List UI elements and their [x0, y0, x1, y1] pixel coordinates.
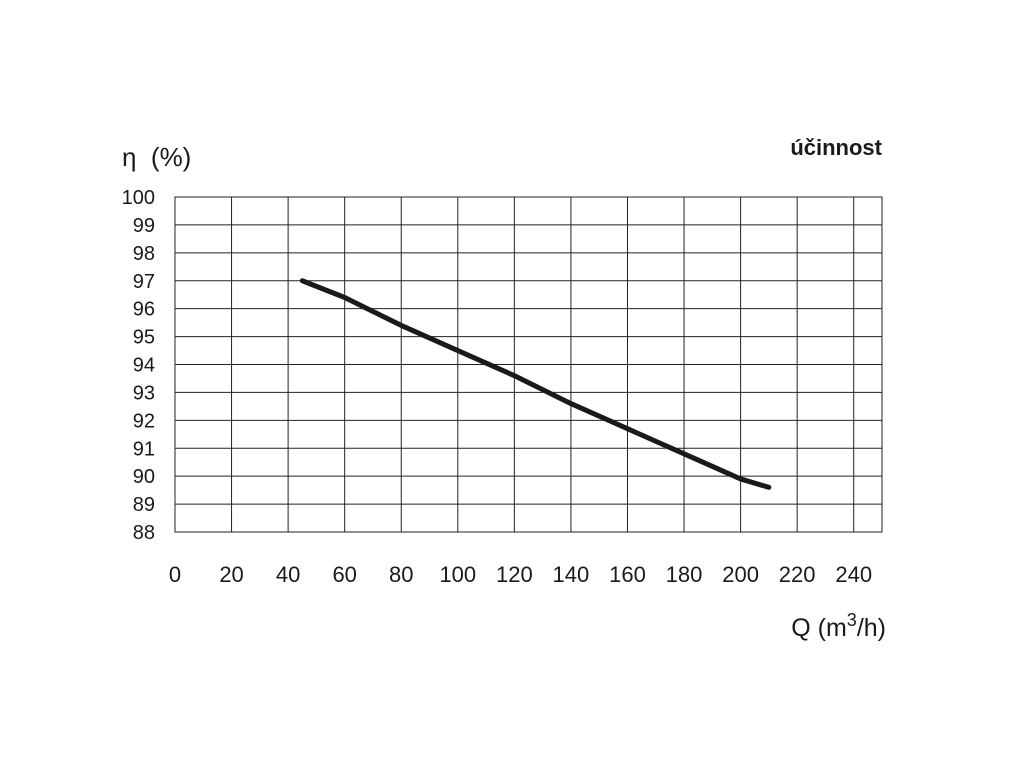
x-tick-label: 20 — [219, 562, 243, 587]
x-tick-label: 0 — [169, 562, 181, 587]
y-tick-label: 96 — [133, 299, 155, 321]
y-tick-label: 95 — [133, 327, 155, 349]
y-tick-label: 92 — [133, 410, 155, 432]
x-label-sup: 3 — [847, 610, 857, 630]
x-tick-label: 160 — [609, 562, 646, 587]
chart-title: účinnost — [790, 135, 882, 160]
x-tick-label: 200 — [722, 562, 759, 587]
y-tick-label: 100 — [122, 187, 155, 209]
x-tick-label: 120 — [496, 562, 533, 587]
y-tick-label: 89 — [133, 494, 155, 516]
y-tick-label: 98 — [133, 243, 155, 265]
x-axis-label: Q (m3/h) — [791, 610, 886, 642]
y-tick-label: 90 — [133, 466, 155, 488]
x-tick-label: 80 — [389, 562, 413, 587]
y-tick-label: 94 — [133, 355, 155, 377]
x-tick-label: 240 — [835, 562, 872, 587]
x-tick-label: 180 — [666, 562, 703, 587]
y-tick-label: 93 — [133, 382, 155, 404]
x-label-part: Q (m — [791, 614, 847, 642]
y-axis-label: η (%) — [122, 142, 191, 172]
x-tick-label: 40 — [276, 562, 300, 587]
x-tick-label: 60 — [332, 562, 356, 587]
efficiency-line — [299, 278, 772, 490]
y-tick-label: 88 — [133, 522, 155, 544]
y-tick-label: 99 — [133, 215, 155, 237]
y-tick-label: 91 — [133, 438, 155, 460]
x-tick-label: 220 — [779, 562, 816, 587]
x-tick-label: 100 — [439, 562, 476, 587]
y-tick-label: 97 — [133, 271, 155, 293]
x-tick-label: 140 — [553, 562, 590, 587]
x-label-part: /h) — [857, 614, 886, 642]
